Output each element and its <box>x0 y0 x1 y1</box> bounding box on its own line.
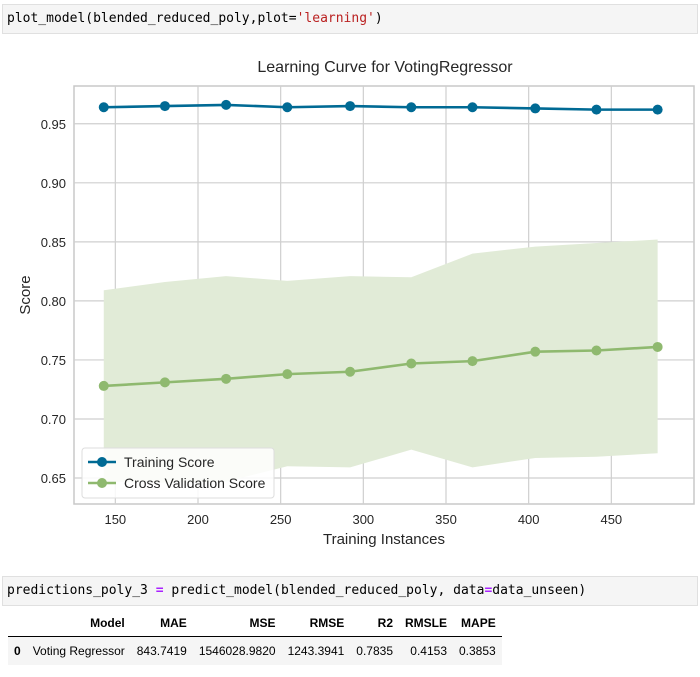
y-tick-label: 0.90 <box>41 176 66 191</box>
header-model: Model <box>26 610 131 637</box>
x-tick-label: 450 <box>600 512 622 527</box>
chart-legend: Training Score Cross Validation Score <box>81 447 275 499</box>
cell-rmse: 1243.3941 <box>281 636 351 665</box>
code-operator: = <box>484 583 493 598</box>
legend-marker-cv <box>97 478 107 488</box>
cv-score-point <box>159 377 170 388</box>
code-operator: = <box>155 583 164 598</box>
y-tick-label: 0.70 <box>41 412 66 427</box>
legend-box <box>81 447 275 499</box>
cv-score-point <box>98 380 109 391</box>
code-string: 'learning' <box>296 11 375 26</box>
cell-rmsle: 0.4153 <box>399 636 453 665</box>
legend-label-cv: Cross Validation Score <box>124 475 266 491</box>
cv-score-point <box>345 366 356 377</box>
training-score-point <box>530 103 541 114</box>
training-score-point <box>345 101 356 112</box>
cell-mape: 0.3853 <box>453 636 502 665</box>
x-tick-label: 350 <box>435 512 457 527</box>
code-text-end: ) <box>374 11 383 26</box>
y-axis-label: Score <box>17 275 34 314</box>
y-tick-label: 0.80 <box>41 294 66 309</box>
training-score-point <box>98 102 109 113</box>
x-tick-label: 250 <box>270 512 292 527</box>
header-index <box>8 610 27 637</box>
legend-marker-training <box>97 457 107 467</box>
training-score-point <box>406 102 417 113</box>
training-score-point <box>221 99 232 110</box>
training-score-point <box>652 104 663 115</box>
cv-score-point <box>591 345 602 356</box>
cv-score-line <box>103 345 658 388</box>
header-mape: MAPE <box>453 610 502 637</box>
y-tick-label: 0.85 <box>41 235 66 250</box>
y-tick-label: 0.75 <box>41 353 66 368</box>
table-row: 0 Voting Regressor 843.7419 1546028.9820… <box>8 636 502 665</box>
header-r2: R2 <box>350 610 399 637</box>
legend-label-training: Training Score <box>124 454 215 470</box>
x-axis-label: Training Instances <box>323 531 445 548</box>
chart-title: Learning Curve for VotingRegressor <box>257 59 513 76</box>
code-text: predictions_poly_3 <box>7 583 156 598</box>
cell-mae: 843.7419 <box>130 636 193 665</box>
learning-curve-chart: Learning Curve for VotingRegressor 150 20… <box>17 59 695 548</box>
x-tick-label: 300 <box>352 512 374 527</box>
training-score-point <box>282 102 293 113</box>
code-cell-plot-model[interactable]: plot_model(blended_reduced_poly,plot='le… <box>2 4 698 34</box>
training-score-point <box>467 102 478 113</box>
cv-std-band <box>103 239 658 483</box>
training-score-point <box>591 104 602 115</box>
cell-model: Voting Regressor <box>26 636 131 665</box>
code-text: data_unseen) <box>492 583 587 598</box>
cv-score-point <box>406 358 417 369</box>
y-tick-label: 0.95 <box>41 117 66 132</box>
x-tick-label: 400 <box>518 512 540 527</box>
cv-band-layer <box>103 239 658 483</box>
results-table: Model MAE MSE RMSE R2 RMSLE MAPE 0 Votin… <box>8 610 502 665</box>
tick-labels: 150 200 250 300 350 400 450 0.65 0.70 0.75 0.80 0.8… <box>41 117 622 527</box>
header-rmsle: RMSLE <box>399 610 453 637</box>
training-score-line <box>103 103 658 111</box>
plot-area-frame <box>73 85 695 505</box>
cv-score-point <box>221 373 232 384</box>
code-text: plot_model(blended_reduced_poly,plot= <box>7 11 297 26</box>
cv-score-point <box>467 356 478 367</box>
series-layer <box>98 99 663 391</box>
cell-mse: 1546028.9820 <box>192 636 282 665</box>
results-header-row: Model MAE MSE RMSE R2 RMSLE MAPE <box>8 610 502 637</box>
cell-r2: 0.7835 <box>350 636 399 665</box>
y-tick-label: 0.65 <box>41 471 66 486</box>
header-mse: MSE <box>192 610 282 637</box>
header-mae: MAE <box>130 610 193 637</box>
code-text: predict_model(blended_reduced_poly, data <box>163 583 485 598</box>
cv-score-point <box>530 346 541 357</box>
training-score-point <box>159 101 170 112</box>
x-tick-label: 150 <box>104 512 126 527</box>
x-tick-label: 200 <box>187 512 209 527</box>
code-cell-predict-model[interactable]: predictions_poly_3 = predict_model(blend… <box>2 576 698 606</box>
cv-score-point <box>282 369 293 380</box>
row-index: 0 <box>8 636 27 665</box>
header-rmse: RMSE <box>281 610 351 637</box>
cv-score-point <box>652 341 663 352</box>
